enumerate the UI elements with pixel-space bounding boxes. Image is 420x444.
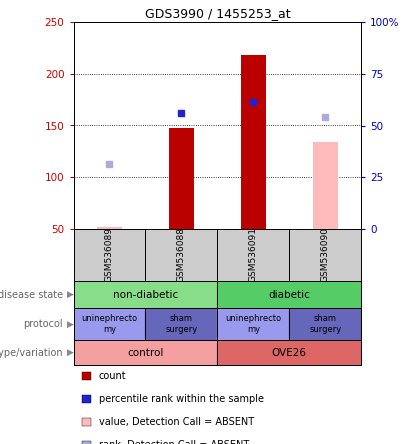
Bar (97, 227, 122, 229)
Text: OVE26: OVE26 (272, 348, 307, 357)
Text: control: control (127, 348, 164, 357)
Text: GSM536088: GSM536088 (177, 227, 186, 282)
Text: disease state: disease state (0, 289, 63, 300)
Bar (169, 127, 194, 229)
Text: uninephrecto
my: uninephrecto my (225, 314, 281, 334)
Text: GSM536089: GSM536089 (105, 227, 114, 282)
Text: count: count (99, 371, 126, 381)
Bar (312, 142, 338, 229)
Text: value, Detection Call = ABSENT: value, Detection Call = ABSENT (99, 417, 254, 427)
Text: sham
surgery: sham surgery (165, 314, 197, 334)
Text: rank, Detection Call = ABSENT: rank, Detection Call = ABSENT (99, 440, 249, 444)
Text: GDS3990 / 1455253_at: GDS3990 / 1455253_at (144, 7, 290, 20)
Text: diabetic: diabetic (268, 289, 310, 300)
Text: GSM536091: GSM536091 (249, 227, 258, 282)
Text: protocol: protocol (24, 319, 63, 329)
Text: percentile rank within the sample: percentile rank within the sample (99, 394, 264, 404)
Bar (241, 55, 266, 229)
Text: ▶: ▶ (67, 320, 74, 329)
Text: GSM536090: GSM536090 (321, 227, 330, 282)
Text: ▶: ▶ (67, 290, 74, 299)
Text: ▶: ▶ (67, 348, 74, 357)
Text: genotype/variation: genotype/variation (0, 348, 63, 357)
Text: uninephrecto
my: uninephrecto my (81, 314, 137, 334)
Text: sham
surgery: sham surgery (309, 314, 341, 334)
Text: non-diabetic: non-diabetic (113, 289, 178, 300)
